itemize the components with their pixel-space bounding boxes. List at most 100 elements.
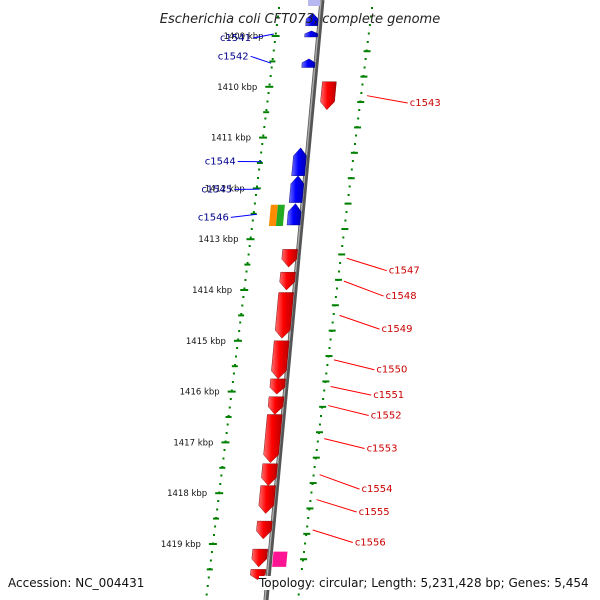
leader-line-c1555 <box>316 499 357 513</box>
left-track-dot <box>237 338 240 341</box>
kbp-tick-label: 1410 kbp <box>217 83 257 93</box>
left-track-dot <box>245 270 248 273</box>
left-track-dot <box>264 117 267 120</box>
left-track-dot <box>235 355 238 358</box>
right-track-dot <box>301 559 304 562</box>
left-track-dot <box>248 245 251 247</box>
reverse-gene-c1554 <box>261 463 278 486</box>
gene-label-c1546: c1546 <box>198 212 229 223</box>
forward-gene-c1541 <box>304 30 319 38</box>
left-track-dot <box>261 143 264 145</box>
right-track-dot <box>323 389 326 392</box>
left-track-dot <box>252 211 255 213</box>
left-track-dot <box>260 151 263 154</box>
gene-label-c1544: c1544 <box>205 156 236 167</box>
reverse-gene-c1551 <box>269 378 286 395</box>
gene-label-c1555: c1555 <box>359 507 390 518</box>
leader-line-c1546 <box>230 213 258 218</box>
left-track-dot <box>272 49 275 52</box>
leader-line-c1541 <box>252 33 274 39</box>
right-track-dot <box>339 262 342 264</box>
right-track-dot <box>368 24 371 26</box>
forward-gene-c1544 <box>291 147 307 176</box>
left-track-dot <box>233 364 236 366</box>
left-track-dot <box>205 593 208 596</box>
gene-label-c1541: c1541 <box>220 33 251 44</box>
right-track-dot <box>322 398 325 400</box>
left-track-dot <box>207 576 210 579</box>
left-track-dot <box>249 236 252 239</box>
forward-gene-c1542 <box>301 58 316 68</box>
left-track-dot <box>210 551 213 553</box>
gene-label-c1545: c1545 <box>201 184 232 195</box>
reverse-gene-c1553 <box>263 414 283 463</box>
left-track-dot <box>268 83 271 86</box>
left-track-dot <box>262 134 265 137</box>
gene-label-c1554: c1554 <box>361 484 392 495</box>
left-track-dot <box>254 194 257 196</box>
reverse-gene-c1555 <box>258 485 276 514</box>
right-track-dot <box>300 568 303 570</box>
left-track-dot <box>275 24 278 26</box>
left-track-dot <box>265 109 268 111</box>
gene-label-c1547: c1547 <box>389 266 420 277</box>
leader-line-c1552 <box>328 405 369 416</box>
right-track-dot <box>363 66 366 69</box>
left-track-dot <box>253 202 256 205</box>
reverse-gene-c1549 <box>274 292 294 339</box>
left-track-dot <box>259 160 262 162</box>
right-track-dot <box>358 109 361 111</box>
right-track-dot <box>331 321 334 324</box>
right-track-dot <box>308 508 311 511</box>
kbp-tick-label: 1414 kbp <box>192 286 232 296</box>
accession-text: Accession: NC_004431 <box>8 576 145 590</box>
right-track-dot <box>357 117 360 120</box>
left-track-dot <box>232 372 235 375</box>
gene-label-c1549: c1549 <box>381 324 412 335</box>
right-track-dot <box>315 449 318 451</box>
left-track-dot <box>273 41 276 43</box>
kbp-tick-label: 1417 kbp <box>173 438 213 448</box>
misc-feature <box>272 551 288 567</box>
left-track-dot <box>217 500 220 502</box>
left-track-dot <box>218 491 221 494</box>
right-track-dot <box>335 287 338 290</box>
right-track-dot <box>338 270 341 273</box>
right-track-dot <box>305 534 308 536</box>
right-track-dot <box>316 440 319 443</box>
right-track-dot <box>345 211 348 213</box>
left-track-dot <box>257 177 260 179</box>
left-track-dot <box>267 92 270 94</box>
gene-label-c1542: c1542 <box>218 51 249 62</box>
right-track-dot <box>328 347 331 349</box>
leader-line-c1554 <box>319 474 360 490</box>
left-track-dot <box>223 449 226 451</box>
reverse-gene-c1556 <box>256 520 273 540</box>
right-track-dot <box>350 168 353 171</box>
right-track-dot <box>344 219 347 222</box>
forward-gene-segment <box>305 12 319 26</box>
genome-summary-text: Topology: circular; Length: 5,231,428 bp… <box>259 576 589 590</box>
reverse-gene-c1543 <box>320 81 337 111</box>
left-track-dot <box>225 432 228 434</box>
reverse-gene-c1548 <box>279 272 296 291</box>
label-layer: c1541 c1542 c1544 c1545 c1546 c1543 c1547 c1548… <box>198 33 441 548</box>
right-track-dot <box>310 491 313 494</box>
kbp-tick-label: 1412 kbp <box>205 184 245 194</box>
forward-gene-c1546 <box>286 203 302 226</box>
left-track-dot <box>230 389 233 392</box>
right-track-dot <box>354 143 356 145</box>
left-track-dot <box>271 58 274 60</box>
leader-line-c1556 <box>312 529 353 543</box>
left-track-dot <box>263 126 266 128</box>
gene-label-c1543: c1543 <box>410 98 441 109</box>
left-track-dot <box>226 423 229 426</box>
forward-gene-fragment <box>308 0 320 6</box>
right-track-dot <box>361 83 364 86</box>
right-track-dot <box>313 466 316 468</box>
left-track-dot <box>215 517 218 519</box>
gene-label-c1556: c1556 <box>355 537 386 548</box>
leader-line-c1550 <box>333 359 375 371</box>
left-track-dot <box>208 568 211 570</box>
